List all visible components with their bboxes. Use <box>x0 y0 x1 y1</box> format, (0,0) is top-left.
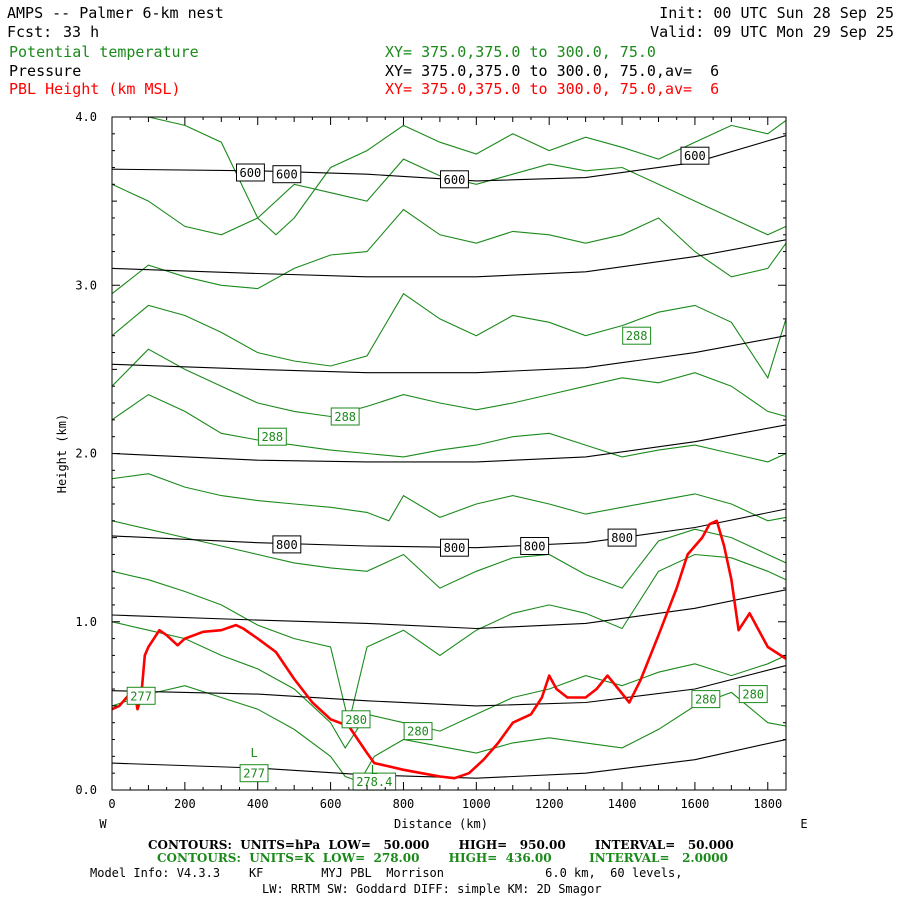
pressure-label-3-box <box>680 146 710 165</box>
low-marker-0: L <box>250 746 257 760</box>
low-marker-1: L <box>371 763 378 777</box>
pressure-contour-800 <box>112 508 786 549</box>
theta-label-4-box <box>691 690 721 709</box>
pressure-label-5: 800 <box>444 541 466 555</box>
x-tick-label-800: 800 <box>393 797 415 811</box>
xy-pressure: XY= 375.0,375.0 to 300.0, 75.0,av= 6 <box>385 62 720 80</box>
x-axis-title: Distance (km) <box>394 817 488 831</box>
pressure-contour-900 <box>112 664 786 707</box>
forecast-hours: 33 h <box>63 23 100 41</box>
pressure-label-7: 800 <box>611 531 633 545</box>
pressure-label-3: 600 <box>684 149 706 163</box>
theta-contour-6 <box>112 348 786 418</box>
legend-pressure: Pressure <box>9 62 82 80</box>
theta-contour-10 <box>148 117 786 236</box>
x-tick-label-1200: 1200 <box>535 797 564 811</box>
theta-contour-0 <box>112 685 786 783</box>
pressure-label-0-box <box>236 163 265 182</box>
xy-theta: XY= 375.0,375.0 to 300.0, 75.0 <box>385 43 656 61</box>
pressure-label-5-box <box>440 538 469 557</box>
pressure-label-1: 600 <box>276 168 298 182</box>
theta-label-8: 288 <box>626 329 648 343</box>
pressure-label-2: 600 <box>444 173 466 187</box>
plot-frame <box>111 116 787 791</box>
x-tick-label-1400: 1400 <box>608 797 637 811</box>
footer-model-info-2: LW: RRTM SW: Goddard DIFF: simple KM: 2D… <box>262 882 602 896</box>
y-tick-label-1: 1.0 <box>75 615 97 629</box>
theta-label-1: 277 <box>243 767 265 781</box>
theta-contour-3 <box>112 520 786 589</box>
legend-pbl: PBL Height (km MSL) <box>9 80 181 98</box>
footer-pressure-contours: CONTOURS: UNITS=hPa LOW= 50.000 HIGH= 95… <box>148 838 734 852</box>
footer-theta-contours: CONTOURS: UNITS=K LOW= 278.00 HIGH= 436.… <box>157 851 728 865</box>
theta-label-3-box <box>403 722 433 741</box>
y-tick-label-4: 4.0 <box>75 110 97 124</box>
x-tick-label-200: 200 <box>174 797 196 811</box>
pressure-contour-750 <box>112 424 786 463</box>
theta-label-7: 288 <box>334 410 356 424</box>
theta-label-9: 278.4 <box>356 775 392 789</box>
theta-label-4: 280 <box>695 693 717 707</box>
theta-label-7-box <box>330 407 360 426</box>
theta-label-6: 288 <box>261 430 283 444</box>
theta-label-2: 280 <box>345 713 367 727</box>
theta-label-5: 280 <box>742 688 764 702</box>
y-axis-title: Height (km) <box>55 414 69 493</box>
y-tick-label-0: 0.0 <box>75 783 97 797</box>
pressure-contour-650 <box>112 239 786 278</box>
pressure-label-7-box <box>607 528 637 547</box>
pressure-label-6: 800 <box>524 540 546 554</box>
init-time: Init: 00 UTC Sun 28 Sep 25 <box>659 4 894 22</box>
theta-label-8-box <box>622 326 652 345</box>
theta-label-5-box <box>738 685 768 704</box>
x-tick-label-1600: 1600 <box>680 797 709 811</box>
pressure-label-2-box <box>440 170 469 189</box>
x-tick-label-600: 600 <box>320 797 342 811</box>
x-axis-east-label: E <box>800 817 807 831</box>
chart-title: AMPS -- Palmer 6-km nest <box>7 4 224 22</box>
x-tick-label-400: 400 <box>247 797 269 811</box>
x-tick-label-1000: 1000 <box>462 797 491 811</box>
theta-label-2-box <box>341 710 371 729</box>
x-tick-label-0: 0 <box>108 797 115 811</box>
y-tick-label-2: 2.0 <box>75 447 97 461</box>
theta-contour-1 <box>112 621 786 749</box>
theta-label-1-box <box>239 764 269 783</box>
theta-label-0-box <box>126 686 156 705</box>
theta-contour-7 <box>112 292 786 380</box>
pressure-label-4-box <box>272 535 302 554</box>
pressure-label-0: 600 <box>240 166 262 180</box>
footer-model-info: Model Info: V4.3.3 KF MYJ PBL Morrison 6… <box>90 866 683 880</box>
pressure-label-4: 800 <box>276 538 298 552</box>
legend-theta: Potential temperature <box>9 43 199 61</box>
x-tick-label-1800: 1800 <box>753 797 782 811</box>
y-tick-label-3: 3.0 <box>75 278 97 292</box>
forecast-label: Fcst: <box>7 23 53 41</box>
pbl-height-line <box>112 519 786 780</box>
theta-label-3: 280 <box>407 725 429 739</box>
pressure-contour-950 <box>112 738 786 779</box>
pressure-label-6-box <box>520 537 550 555</box>
theta-label-0: 277 <box>130 689 152 703</box>
theta-contour-2 <box>112 553 786 723</box>
valid-time: Valid: 09 UTC Mon 29 Sep 25 <box>650 23 894 41</box>
pressure-contour-850 <box>112 589 786 630</box>
theta-label-6-box <box>257 427 287 446</box>
pressure-label-1-box <box>272 165 302 184</box>
xy-pbl: XY= 375.0,375.0 to 300.0, 75.0,av= 6 <box>385 80 720 98</box>
theta-contour-8 <box>112 208 786 295</box>
x-axis-west-label: W <box>99 817 107 831</box>
theta-contour-5 <box>112 393 786 463</box>
pressure-contour-700 <box>112 335 786 374</box>
theta-contour-4 <box>112 473 786 522</box>
